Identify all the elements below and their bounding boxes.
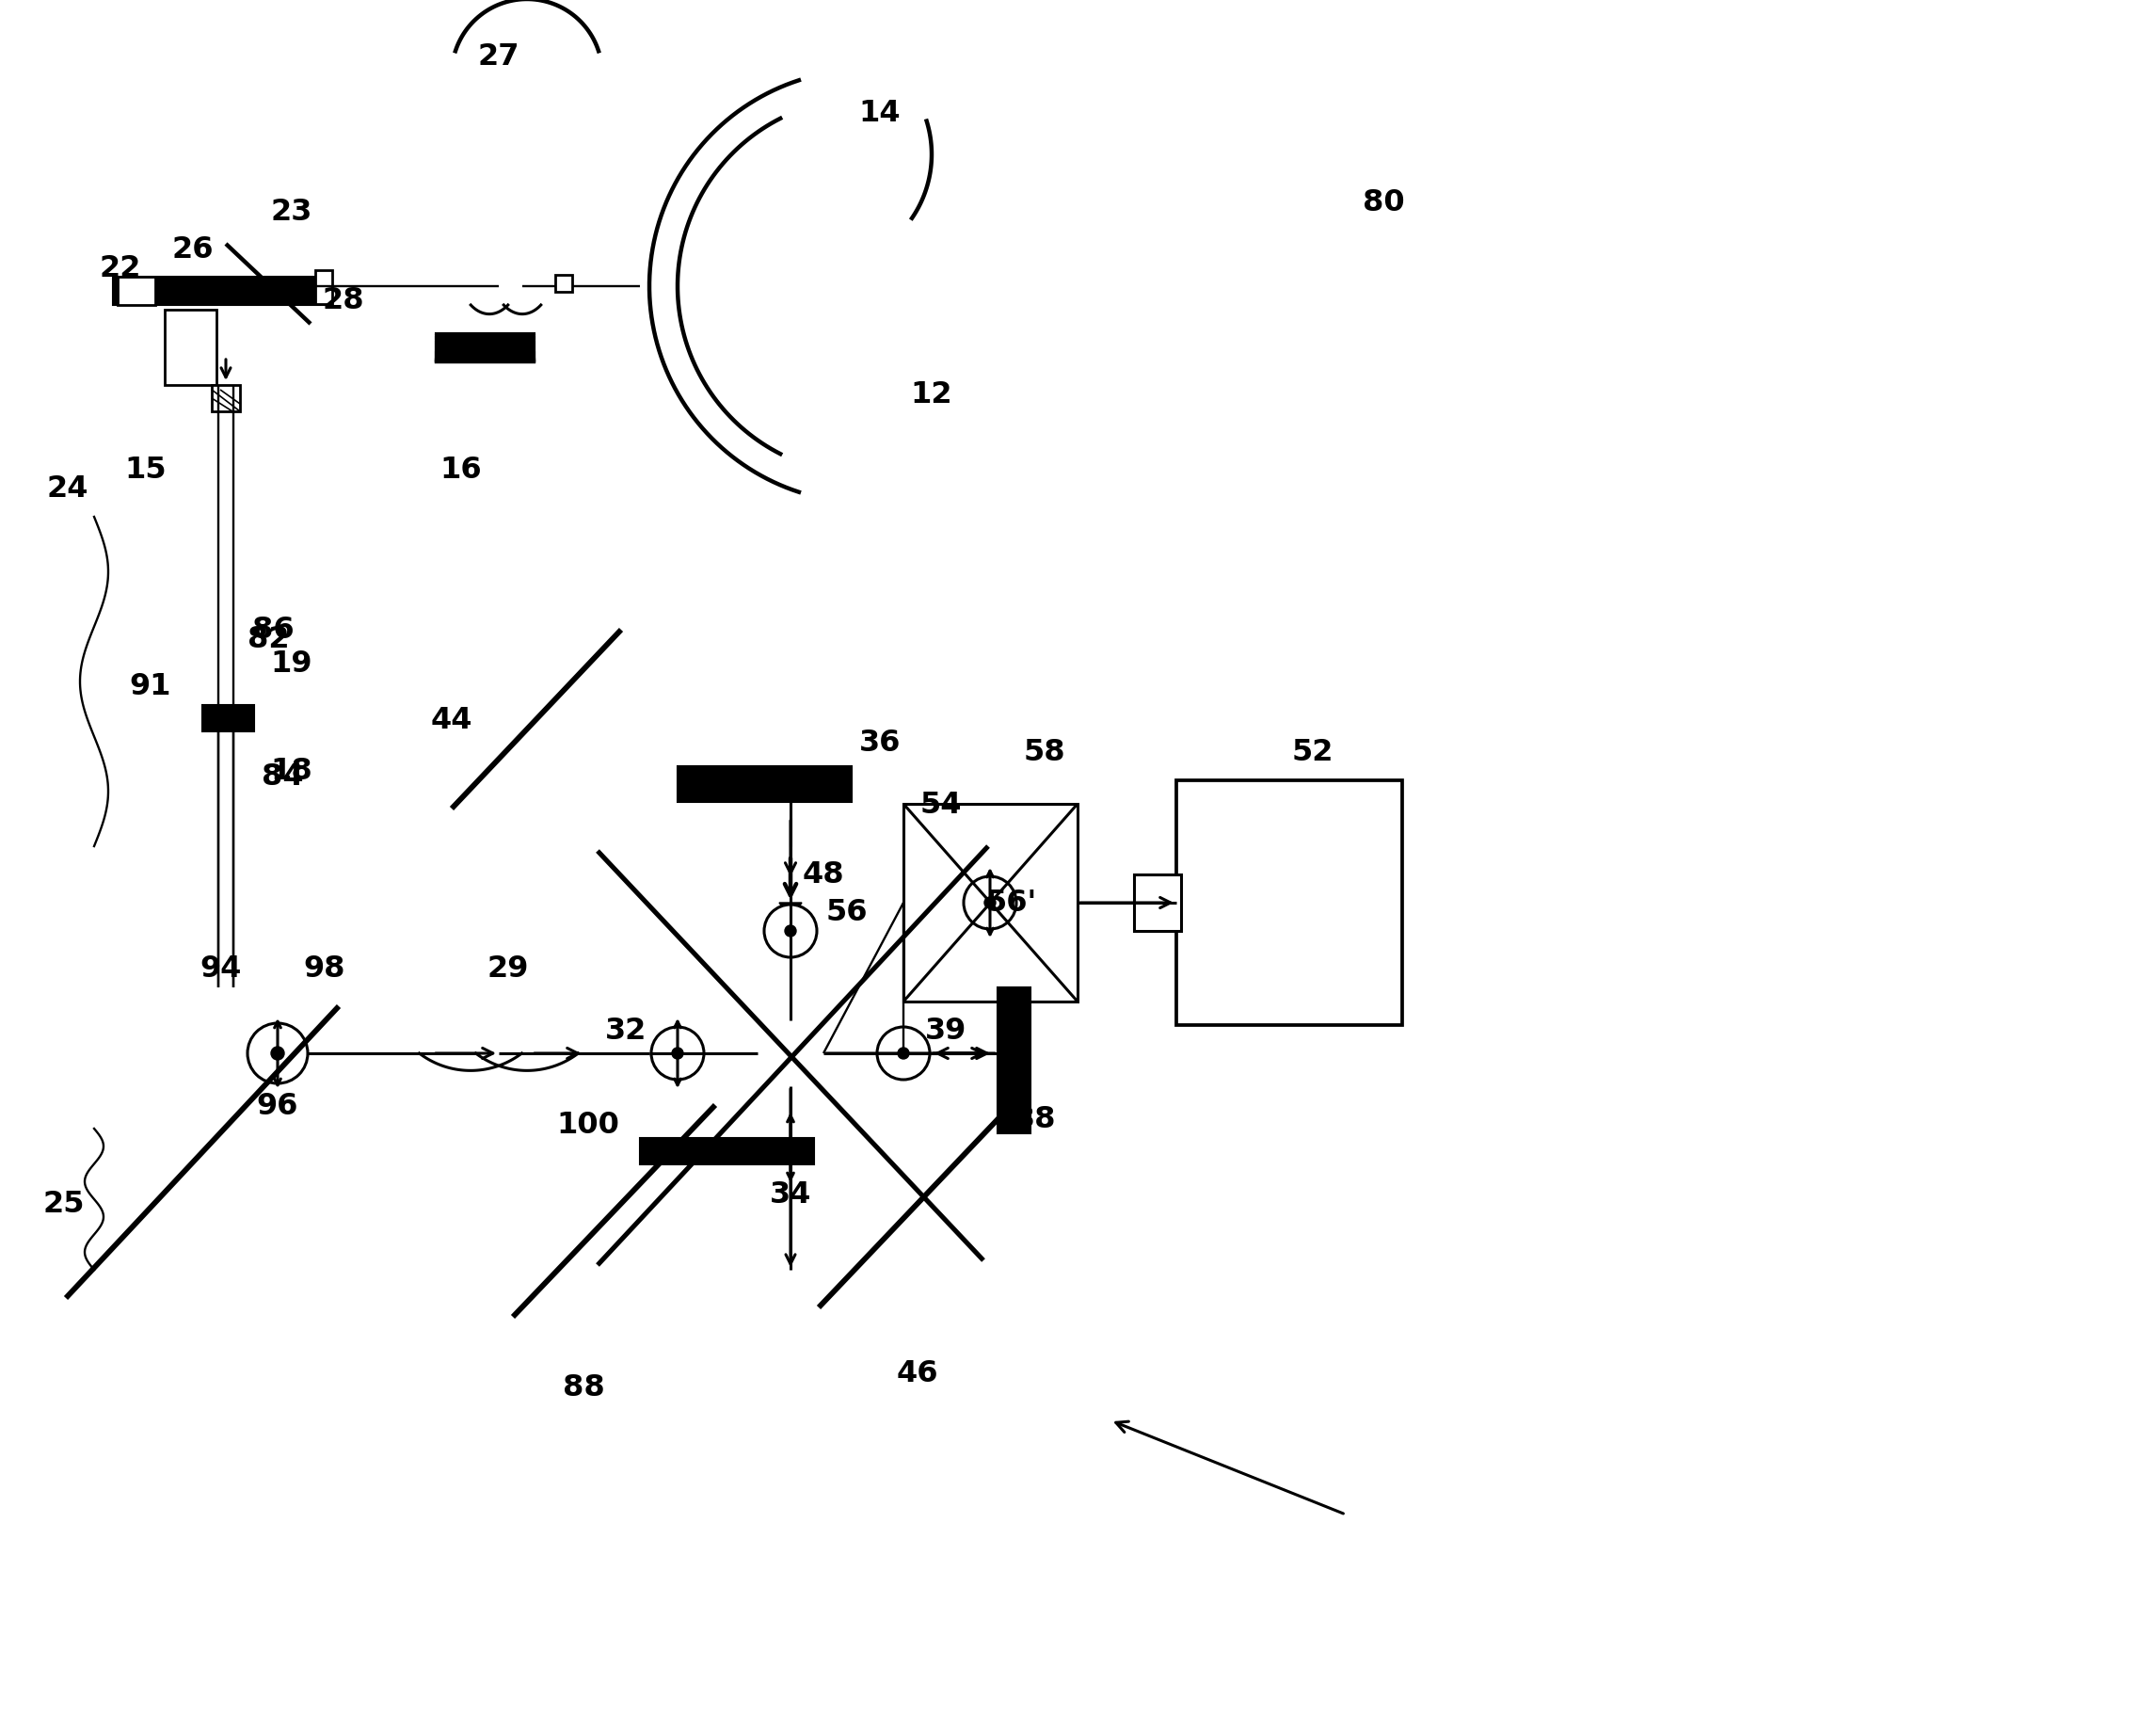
Text: 94: 94 (201, 954, 241, 983)
Text: 18: 18 (272, 756, 313, 786)
Circle shape (272, 1047, 285, 1059)
Bar (119, 277, 155, 306)
Circle shape (651, 1026, 703, 1080)
Text: 28: 28 (323, 286, 364, 315)
Bar (211, 386, 239, 412)
Bar (112, 277, 330, 306)
Text: 82: 82 (248, 625, 289, 654)
Text: 52: 52 (1291, 737, 1335, 767)
Text: 86: 86 (252, 616, 293, 646)
Text: 56: 56 (826, 898, 869, 928)
Text: 22: 22 (99, 253, 142, 282)
Text: 19: 19 (272, 649, 313, 679)
Circle shape (673, 1047, 683, 1059)
Text: 25: 25 (43, 1189, 84, 1219)
Text: 16: 16 (440, 455, 483, 485)
Text: 58: 58 (1024, 737, 1065, 767)
Text: 91: 91 (129, 672, 172, 701)
Text: 36: 36 (858, 729, 901, 758)
Bar (998, 988, 1031, 1134)
Bar (315, 272, 332, 305)
Text: 98: 98 (304, 954, 345, 983)
Text: 46: 46 (897, 1359, 938, 1388)
Text: 38: 38 (1013, 1104, 1056, 1134)
Text: 44: 44 (431, 705, 472, 734)
Text: 29: 29 (487, 954, 528, 983)
Bar (903, 805, 1078, 1002)
Text: 32: 32 (606, 1016, 647, 1046)
Bar (677, 767, 852, 803)
Text: 24: 24 (47, 474, 88, 504)
Text: 39: 39 (925, 1016, 966, 1046)
Circle shape (964, 878, 1015, 930)
Text: 23: 23 (272, 197, 313, 227)
Text: 34: 34 (770, 1181, 811, 1210)
Text: 14: 14 (858, 99, 901, 128)
Polygon shape (778, 904, 802, 921)
Text: 100: 100 (556, 1110, 619, 1139)
Text: 96: 96 (257, 1091, 298, 1120)
Text: 26: 26 (172, 235, 213, 263)
Circle shape (248, 1023, 308, 1084)
Text: 88: 88 (563, 1373, 604, 1402)
Text: 27: 27 (479, 42, 520, 71)
Bar (1177, 781, 1401, 1025)
Circle shape (877, 1026, 929, 1080)
Text: 80: 80 (1363, 187, 1404, 216)
Text: 15: 15 (125, 455, 166, 485)
Circle shape (763, 905, 817, 957)
Text: 84: 84 (261, 762, 304, 791)
Text: 56': 56' (985, 888, 1037, 917)
Circle shape (897, 1047, 910, 1059)
Text: 54: 54 (921, 789, 962, 819)
Circle shape (985, 897, 996, 909)
Text: 12: 12 (910, 381, 953, 410)
Bar (640, 1139, 815, 1165)
Bar (164, 310, 216, 386)
Bar (556, 275, 571, 293)
Bar (203, 706, 254, 732)
Text: 48: 48 (802, 860, 845, 890)
Bar (1134, 874, 1181, 931)
Circle shape (785, 926, 796, 936)
